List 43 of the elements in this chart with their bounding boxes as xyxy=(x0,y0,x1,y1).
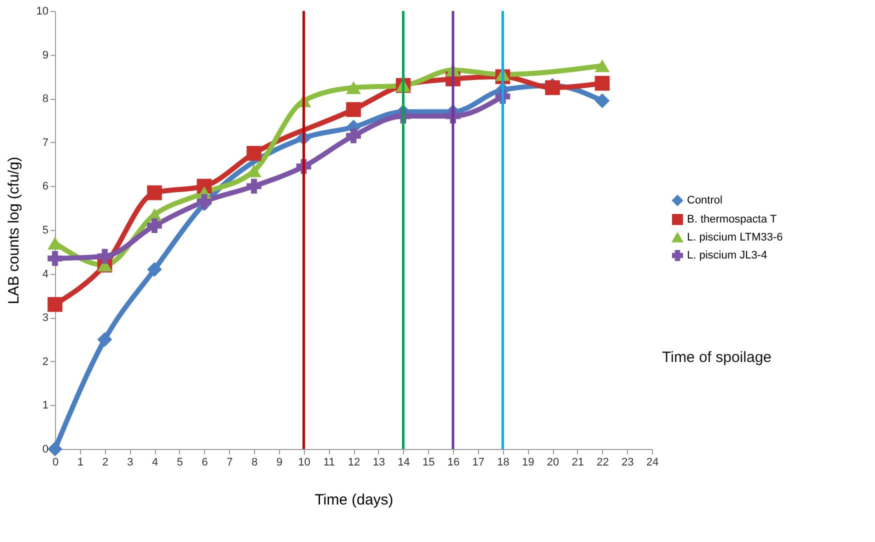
x-tick-label: 13 xyxy=(372,456,385,468)
y-tick-label: 6 xyxy=(42,180,48,193)
y-tick-label: 9 xyxy=(42,49,48,62)
text: Time of spoilage xyxy=(662,349,772,366)
y-axis-title: LAB counts log (cfu/g) xyxy=(5,156,22,304)
y-tick-label: 10 xyxy=(36,6,48,18)
x-tick-label: 16 xyxy=(447,456,460,468)
legend-label: L. piscium JL3-4 xyxy=(687,249,768,262)
x-tick-label: 23 xyxy=(622,456,634,468)
x-tick-label: 1 xyxy=(77,456,84,468)
y-tick-label: 3 xyxy=(42,312,48,324)
legend-label: B. thermospacta T xyxy=(687,213,777,226)
legend-label: L. piscium LTM33-6 xyxy=(687,231,783,244)
x-tick-label: 21 xyxy=(572,456,584,468)
y-tick-label: 7 xyxy=(42,136,48,149)
x-tick-label: 6 xyxy=(202,456,208,468)
x-tick-label: 20 xyxy=(546,456,560,468)
y-tick-label: 8 xyxy=(42,93,48,106)
x-tick-label: 4 xyxy=(152,456,158,468)
x-tick-label: 24 xyxy=(646,456,659,468)
x-tick-label: 0 xyxy=(52,456,59,468)
x-tick-label: 12 xyxy=(348,456,360,468)
x-tick-label: 17 xyxy=(472,456,484,468)
x-tick-label: 8 xyxy=(251,456,258,468)
x-tick-label: 3 xyxy=(127,456,134,468)
y-tick-label: 4 xyxy=(42,268,48,280)
legend-label: Control xyxy=(687,194,722,206)
x-tick-label: 15 xyxy=(422,456,435,468)
x-tick-label: 22 xyxy=(596,456,609,468)
x-tick-label: 18 xyxy=(497,456,510,468)
x-tick-label: 7 xyxy=(226,456,233,468)
y-tick-label: 2 xyxy=(42,356,48,368)
x-tick-label: 14 xyxy=(398,456,410,468)
x-tick-label: 5 xyxy=(176,456,183,468)
x-tick-label: 10 xyxy=(298,456,310,468)
x-tick-label: 2 xyxy=(102,456,108,468)
y-tick-label: 1 xyxy=(42,400,48,412)
x-axis-title: Time (days) xyxy=(314,492,394,508)
x-tick-label: 19 xyxy=(522,456,534,468)
x-tick-label: 11 xyxy=(323,456,335,468)
y-tick-label: 0 xyxy=(42,444,48,456)
y-tick-label: 5 xyxy=(42,224,48,236)
x-tick-label: 9 xyxy=(276,456,282,468)
